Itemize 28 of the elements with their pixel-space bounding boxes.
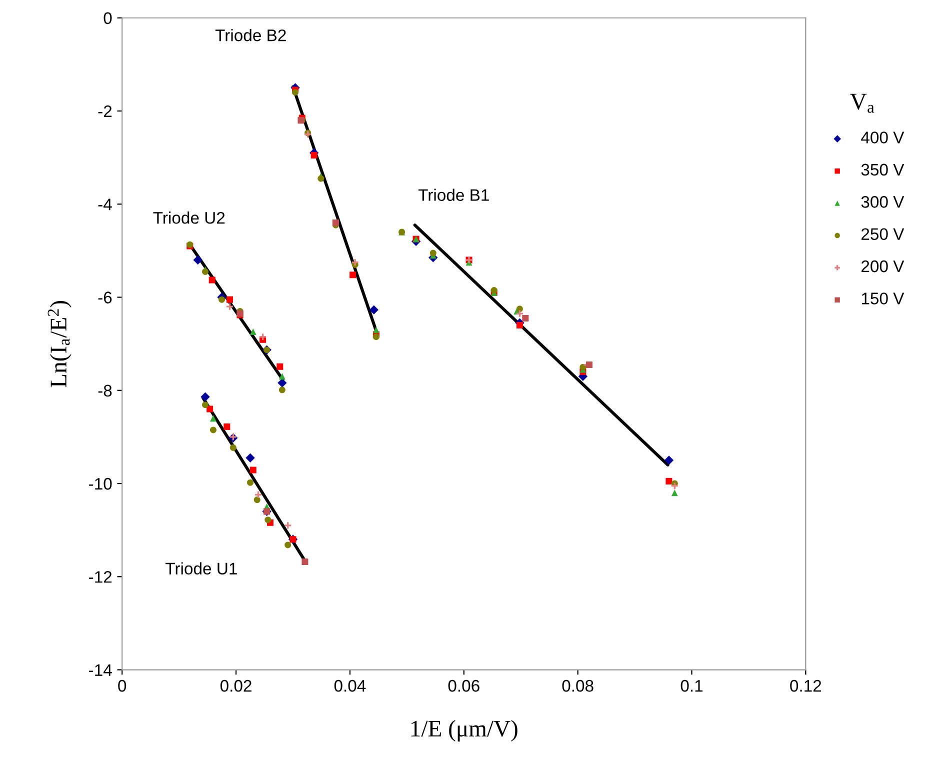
legend-label: 300 V — [861, 196, 904, 208]
y-axis-title: Ln(I$_{a}$/E$^{2}$) — [48, 301, 72, 388]
y-tick-label: -10 — [89, 478, 112, 490]
legend-label: 400 V — [861, 132, 904, 144]
legend-label: 350 V — [861, 164, 904, 176]
x-tick-label: 0 — [118, 680, 126, 692]
legend-label: 150 V — [862, 292, 904, 304]
annotation: Triode B1 — [418, 188, 489, 201]
y-tick-label: -2 — [98, 105, 112, 118]
y-tick-label: 0 — [104, 12, 112, 24]
annotation: Triode U1 — [166, 562, 237, 575]
y-tick-label: -14 — [89, 664, 112, 676]
annotation: Triode U2 — [153, 212, 225, 224]
annotation: Triode B2 — [215, 29, 286, 42]
x-tick-label: 0.02 — [220, 680, 252, 692]
x-tick-label: 0.06 — [448, 680, 480, 692]
x-tick-label: 0.04 — [334, 680, 366, 692]
y-tick-label: -6 — [98, 292, 112, 304]
legend-title: V$_{a}$ — [850, 94, 874, 113]
legend-label: 250 V — [862, 228, 904, 240]
x-tick-label: 0.12 — [790, 680, 822, 692]
x-tick-label: 0.1 — [680, 680, 703, 692]
y-tick-label: -12 — [89, 571, 112, 583]
x-axis-title: 1/E (μm/V) — [411, 720, 518, 742]
y-tick-label: -8 — [98, 384, 112, 397]
legend-label: 200 V — [862, 260, 904, 272]
y-tick-label: -4 — [98, 198, 112, 210]
x-tick-label: 0.08 — [562, 680, 594, 692]
